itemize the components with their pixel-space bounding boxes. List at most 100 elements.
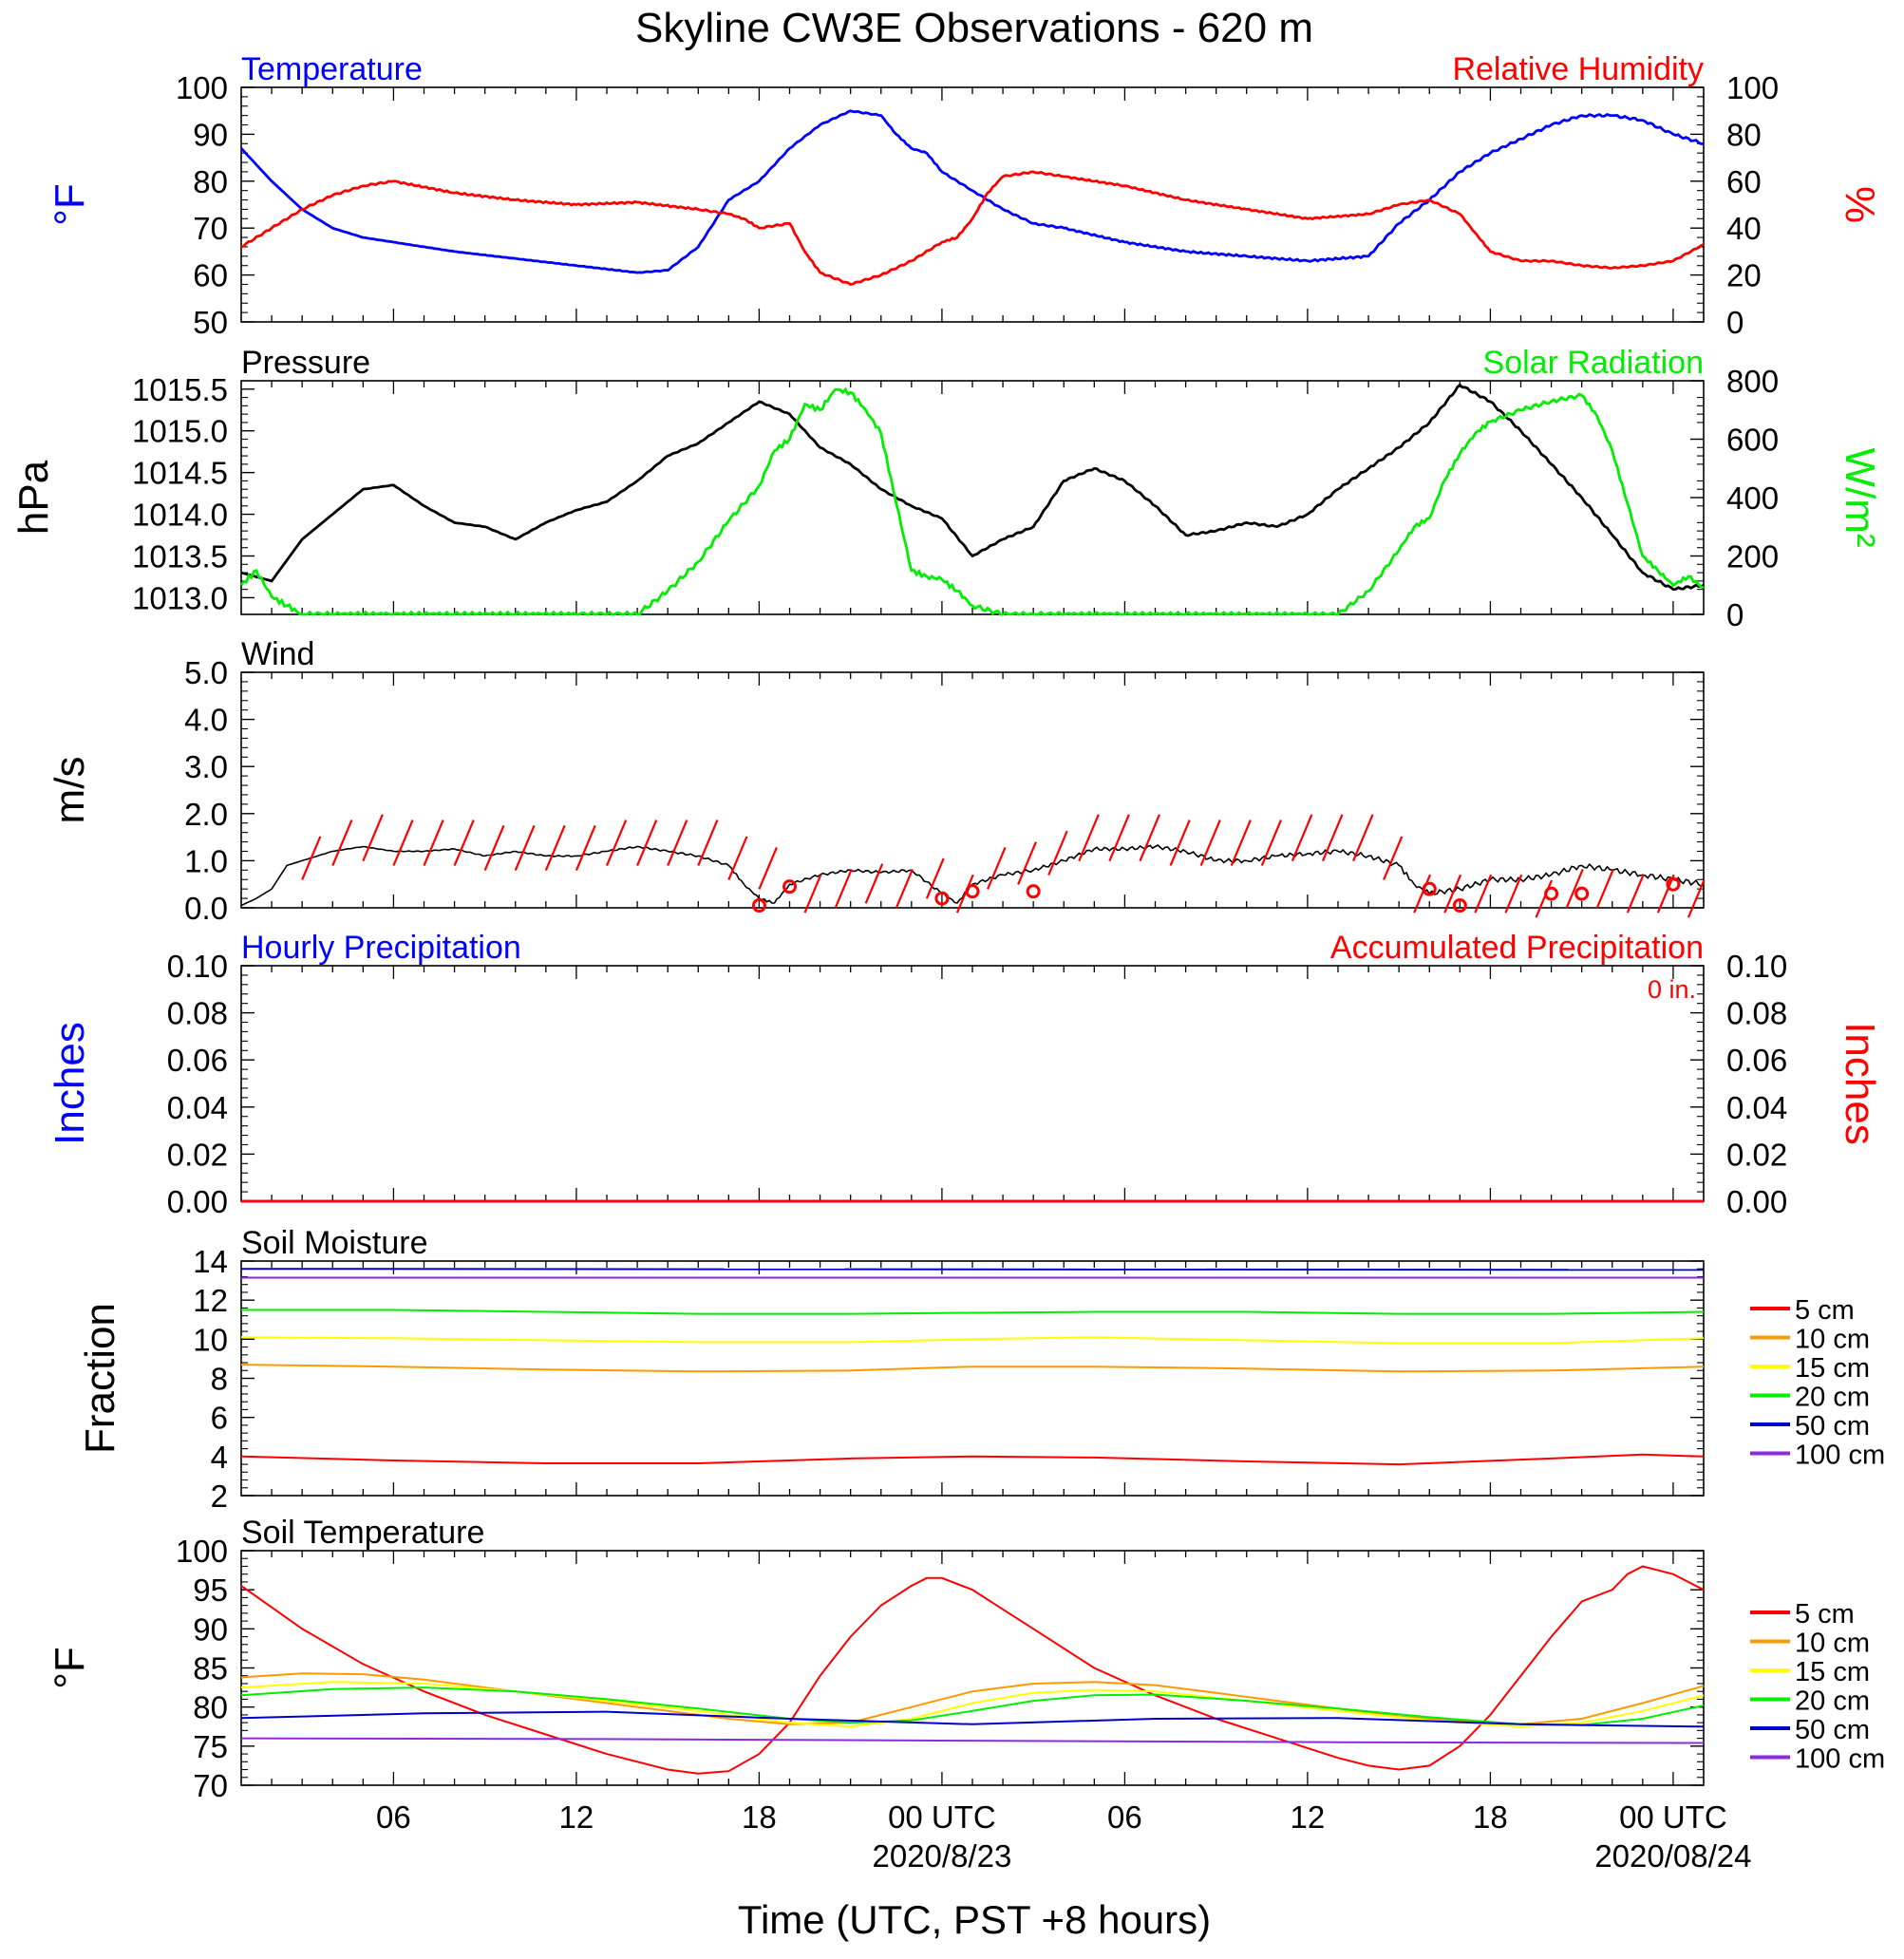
y-axis-label: °F	[47, 1647, 93, 1688]
y-axis-label: m/s	[47, 757, 93, 824]
y-tick-label: 4	[211, 1440, 228, 1475]
calm-wind-marker	[782, 879, 797, 895]
calm-wind-marker	[1544, 886, 1559, 901]
series-line-15-cm	[240, 1336, 1705, 1345]
legend-label: 5 cm	[1795, 1295, 1855, 1326]
calm-wind-marker	[1574, 886, 1590, 901]
panel-left-title: Wind	[241, 636, 314, 672]
panel-temp_rh: 50 60 70 80 90 100 0 20 40 60 80 100 Temperature Rela…	[47, 51, 1883, 340]
wind-barb	[301, 836, 322, 880]
wind-barb	[1474, 874, 1493, 914]
y-tick-label: 14	[193, 1244, 228, 1279]
wind-barb	[727, 836, 748, 880]
y-tick-label: 12	[193, 1283, 228, 1318]
y-tick-label: 2.0	[184, 797, 228, 832]
wind-barb	[331, 819, 353, 867]
wind-barb	[1565, 869, 1584, 909]
x-tick-label: 12	[1291, 1799, 1326, 1835]
wind-barb	[483, 824, 505, 871]
wind-barb	[362, 814, 384, 862]
y-tick-label: 80	[193, 1690, 228, 1725]
y2-tick-label: 40	[1726, 211, 1762, 246]
wind-barb	[1443, 874, 1462, 914]
precip-total-annotation: 0 in.	[1648, 975, 1696, 1004]
wind-barb	[895, 869, 914, 909]
y-tick-label: 0.00	[167, 1184, 228, 1219]
wind-barb	[1321, 814, 1344, 862]
series-line-50-cm	[240, 1710, 1705, 1728]
y-tick-label: 95	[193, 1573, 228, 1608]
wind-barb	[1383, 836, 1404, 880]
y-tick-label: 1014.5	[132, 456, 228, 491]
wind-barb	[1504, 874, 1523, 914]
y2-tick-label: 0.04	[1726, 1090, 1787, 1125]
y-tick-label: 10	[193, 1322, 228, 1357]
y-tick-label: 1015.0	[132, 414, 228, 449]
wind-barb	[667, 819, 688, 867]
y-tick-label: 100	[176, 70, 228, 105]
x-tick-label: 00 UTC	[1619, 1799, 1727, 1835]
y2-tick-label: 600	[1726, 423, 1779, 458]
wind-barb	[925, 857, 945, 899]
series-line-temperature	[239, 109, 1705, 274]
y2-tick-label: 0.10	[1726, 949, 1787, 984]
y-axis-label: Inches	[47, 1022, 93, 1145]
wind-barb	[1047, 830, 1068, 876]
x-tick-label: 00 UTC	[888, 1799, 996, 1835]
y2-tick-label: 20	[1726, 258, 1762, 293]
legend-label: 15 cm	[1795, 1657, 1870, 1687]
legend-label: 100 cm	[1795, 1441, 1885, 1471]
panel-right-title: Solar Radiation	[1483, 345, 1704, 381]
panel-left-title: Temperature	[241, 51, 423, 87]
y-tick-label: 0.06	[167, 1043, 228, 1078]
y-tick-label: 0.04	[167, 1090, 228, 1125]
series-line-20-cm	[241, 1309, 1705, 1315]
wind-barb	[1139, 814, 1160, 862]
series-line-50-cm	[240, 1268, 1705, 1271]
wind-barb	[758, 846, 778, 890]
wind-barb	[1291, 814, 1313, 862]
legend-label: 20 cm	[1795, 1383, 1870, 1413]
series-line-5-cm	[240, 1565, 1705, 1775]
wind-barb	[1230, 819, 1252, 867]
panel-left-title: Hourly Precipitation	[241, 930, 521, 966]
y-tick-label: 0.02	[167, 1137, 228, 1172]
y-tick-label: 90	[193, 117, 228, 152]
y2-tick-label: 0.08	[1726, 996, 1787, 1031]
wind-barb	[1687, 879, 1706, 918]
y-tick-label: 4.0	[184, 703, 228, 738]
y2-tick-label: 60	[1726, 164, 1762, 199]
panel-left-title: Soil Temperature	[241, 1515, 484, 1551]
wind-barb	[1535, 879, 1554, 918]
y2-axis-label: Inches	[1837, 1022, 1883, 1145]
calm-wind-marker	[1026, 884, 1041, 899]
y-tick-label: 1014.0	[132, 498, 228, 533]
y-tick-label: 1015.5	[132, 372, 228, 407]
y-tick-label: 1013.5	[132, 539, 228, 575]
wind-barb	[1199, 819, 1221, 867]
panel-right-title: Accumulated Precipitation	[1330, 930, 1704, 966]
wind-barb	[1078, 814, 1100, 862]
series-line-relative-humidity	[240, 170, 1705, 286]
wind-barb	[1626, 874, 1645, 914]
calm-wind-marker	[1666, 876, 1681, 892]
wind-barb	[1260, 819, 1282, 867]
wind-barb	[987, 846, 1007, 890]
y-tick-label: 85	[193, 1651, 228, 1686]
series-line-5-cm	[240, 1453, 1705, 1466]
y2-tick-label: 200	[1726, 539, 1779, 575]
y2-tick-label: 0	[1726, 597, 1744, 632]
panel-frame	[240, 1550, 1705, 1786]
y-tick-label: 60	[193, 258, 228, 293]
y-axis-label: °F	[47, 183, 93, 225]
wind-barb	[834, 869, 853, 909]
wind-barb	[1413, 874, 1432, 914]
y2-tick-label: 0.02	[1726, 1137, 1787, 1172]
x-date-label: 2020/8/23	[873, 1838, 1012, 1874]
wind-barb	[423, 819, 444, 867]
panel-frame	[240, 671, 1705, 909]
y2-tick-label: 0.06	[1726, 1043, 1787, 1078]
